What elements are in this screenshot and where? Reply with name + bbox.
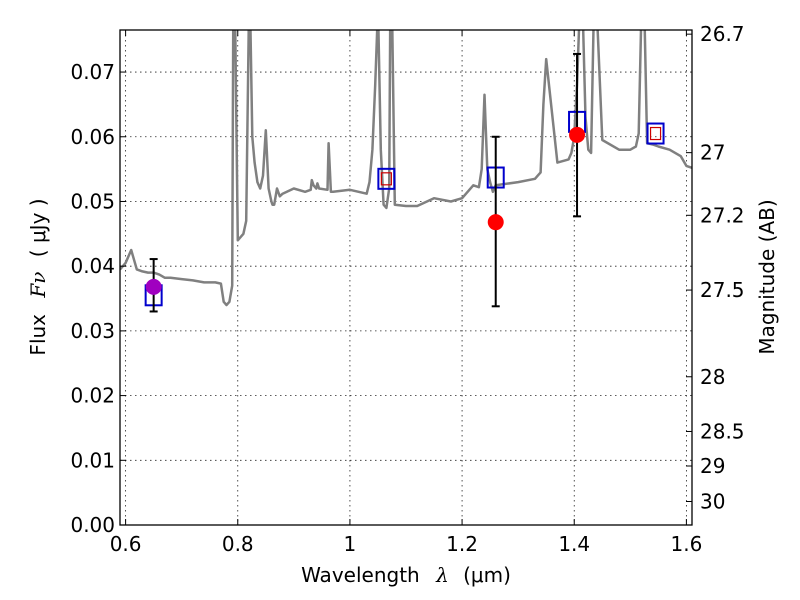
observed-marker [487,214,504,231]
y-tick-label: 0.06 [70,125,115,149]
x-tick-label: 0.6 [110,532,142,556]
y-axis-label: Flux Fν ( μJy ) [26,198,50,355]
magnitude-tick-label: 28 [700,365,725,389]
x-tick-label: 1.6 [670,532,702,556]
y-tick-label: 0.00 [70,513,115,537]
model-sed-line [120,30,692,307]
magnitude-tick-label: 29 [700,454,725,478]
y-tick-label: 0.05 [70,189,115,213]
plot-frame [119,29,693,526]
x-tick-label: 1 [344,532,357,556]
y-axis-label-unit: ( μJy ) [26,198,50,257]
x-tick-label: 0.8 [222,532,254,556]
x-tick-labels: 0.6 0.8 1 1.2 1.4 1.6 [110,532,703,556]
y-axis-label-symbol: Fν [26,272,50,299]
x-tick-label: 1.2 [446,532,478,556]
magnitude-tick-label: 27 [700,141,725,165]
observed-marker [569,126,586,143]
y-tick-label: 0.01 [70,448,115,472]
y-tick-label: 0.04 [70,254,115,278]
markers [144,52,665,313]
observed_purple-marker [145,278,162,295]
magnitude-tick-label: 26.7 [700,22,745,46]
model_bandpass-marker [377,167,396,190]
y-tick-labels: 0.00 0.01 0.02 0.03 0.04 0.05 0.06 0.07 [70,60,115,537]
y-tick-label: 0.02 [70,384,115,408]
grid [120,30,692,526]
magnitude-tick-label: 30 [700,490,725,514]
x-axis-label-text: Wavelength [301,563,420,587]
magnitude-axis-label: Magnitude (AB) [755,199,779,354]
x-tick-label: 1.4 [558,532,590,556]
x-axis-label-unit: (μm) [463,563,511,587]
x-axis-label-symbol: λ [435,563,449,587]
magnitude-tick-label: 27.5 [700,278,745,302]
small_squares-marker [380,172,392,186]
ticks [120,30,692,526]
small_squares-marker [649,126,662,141]
magnitude-tick-labels: 26.7 27 27.2 27.5 28 28.5 29 30 [700,22,745,513]
x-axis-label: Wavelength λ (μm) [301,563,511,587]
magnitude-tick-label: 27.2 [700,203,745,227]
model_bandpass-marker [646,122,665,145]
y-axis-label-text: Flux [26,314,50,356]
y-tick-label: 0.03 [70,319,115,343]
y-tick-label: 0.07 [70,60,115,84]
magnitude-tick-label: 28.5 [700,419,745,443]
